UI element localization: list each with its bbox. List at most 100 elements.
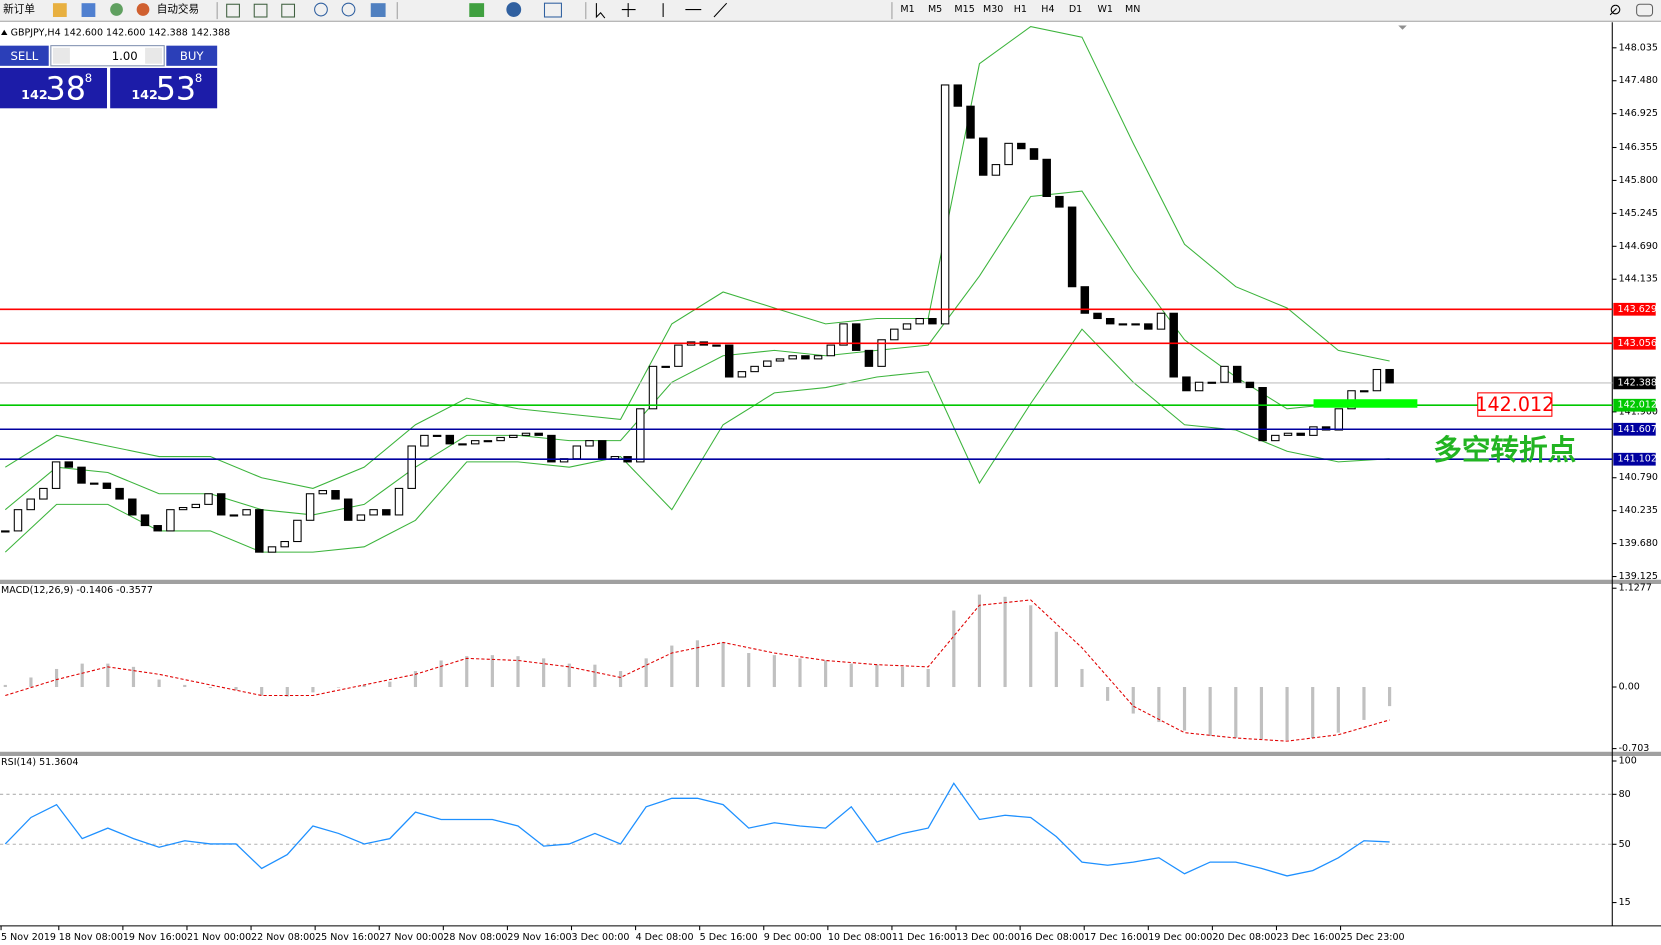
buy-button[interactable] [166,45,218,66]
auto-trading-icon[interactable] [136,3,150,16]
y-tick-label: 15 [1619,897,1631,908]
icon[interactable] [110,3,123,16]
sell-button[interactable] [0,45,49,66]
candle [394,487,404,516]
search[interactable] [1609,4,1621,16]
candle [750,365,759,373]
candle [64,461,74,468]
candle [166,509,175,532]
auto-trading-button[interactable]: 自动交易 [157,3,199,16]
lot-value[interactable]: 1.00 [112,49,138,63]
cursor-tool[interactable] [595,3,606,19]
icon[interactable] [281,3,296,18]
candle [585,440,594,447]
candle [1080,286,1090,314]
x-tick-label: 10 Dec 08:00 [828,932,892,943]
trendline-tool[interactable] [713,2,728,18]
candle [1105,317,1115,325]
icon[interactable] [226,3,240,18]
macd-bar [875,664,879,688]
candle [661,365,670,368]
candle [102,482,112,489]
level-price-label: 141.102 [1618,454,1657,465]
candle [1144,323,1153,330]
panel-separator [0,751,1661,756]
templates[interactable] [543,2,562,18]
timeframe-button[interactable]: M1 [900,4,914,15]
macd-bar [413,671,418,688]
icon[interactable] [370,3,386,17]
timeframe-button[interactable]: M5 [928,4,942,15]
zoom-out[interactable] [341,2,356,17]
timeframe-button[interactable]: H1 [1014,4,1027,15]
candle [318,490,328,495]
candle [153,525,162,532]
timeframe-button[interactable]: W1 [1097,4,1112,15]
periods[interactable] [506,2,522,17]
y-tick-label: 140.235 [1619,505,1658,516]
bid-box[interactable] [0,67,107,109]
macd-bar [1259,687,1264,740]
x-tick-label: 5 Dec 16:00 [700,932,758,943]
chat[interactable] [1636,3,1654,17]
candle [1182,376,1191,392]
candle [89,482,99,485]
macd-bar [285,687,289,697]
lot-field[interactable] [50,45,165,67]
price-note: 142.012 [1475,394,1554,416]
chart-window [0,22,1661,945]
lot-down[interactable] [52,47,70,64]
timeframe-button[interactable]: D1 [1069,4,1082,15]
y-tick-label: 147.480 [1619,75,1658,86]
crosshair-tool[interactable] [621,3,636,17]
bollinger-middle [4,190,1390,516]
x-tick-label: 21 Nov 00:00 [187,932,251,943]
icon[interactable] [52,3,67,17]
macd-bar [747,653,751,688]
timeframe-button[interactable]: M15 [954,4,974,15]
y-tick-label: 140.790 [1619,472,1658,483]
candle [1055,195,1064,208]
zoom-in[interactable] [314,2,328,17]
x-tick-label: 20 Dec 08:00 [1212,932,1276,943]
rsi-line [4,782,1390,877]
new-order-button[interactable]: 新订单 [3,3,35,16]
candle [356,514,366,521]
macd-bar [157,679,161,688]
candle [267,546,277,553]
candle [801,355,810,360]
candle [978,137,988,176]
candle [26,498,35,511]
icon[interactable] [81,3,96,17]
collapse-arrow[interactable] [1,29,8,36]
icon[interactable] [253,3,268,18]
candle [178,506,188,511]
lot-up[interactable] [145,47,163,64]
macd-bar [1182,687,1187,731]
candle [1271,434,1280,442]
x-tick-label: 23 Dec 16:00 [1276,932,1340,943]
ask-sup: 8 [195,71,202,85]
sell-label[interactable]: SELL [10,49,38,63]
level-price-label: 143.056 [1618,338,1657,349]
x-tick-label: 5 Nov 2019 [1,932,56,943]
macd-bar [362,684,366,688]
buy-label[interactable]: BUY [180,49,204,63]
macd-bar [1285,687,1289,741]
y-tick-label: 141.900 [1619,406,1658,417]
timeframe-button[interactable]: M30 [983,4,1003,15]
timeframe-button[interactable]: MN [1125,4,1140,15]
bid-big: 142 [21,87,48,102]
timeframe-button[interactable]: H4 [1041,4,1054,15]
candle [788,355,797,360]
candle [890,328,899,341]
ask-box[interactable] [110,67,218,109]
candle [648,365,658,410]
chart-header: GBPJPY,H4 142.600 142.600 142.388 142.38… [11,27,231,38]
indicators[interactable] [469,3,485,17]
annotation-text: 多空转折点 [1433,432,1576,466]
bid-main: 38 [46,69,86,107]
x-tick-label: 9 Dec 00:00 [764,932,822,943]
macd-bar [311,687,315,693]
candle [191,503,201,509]
